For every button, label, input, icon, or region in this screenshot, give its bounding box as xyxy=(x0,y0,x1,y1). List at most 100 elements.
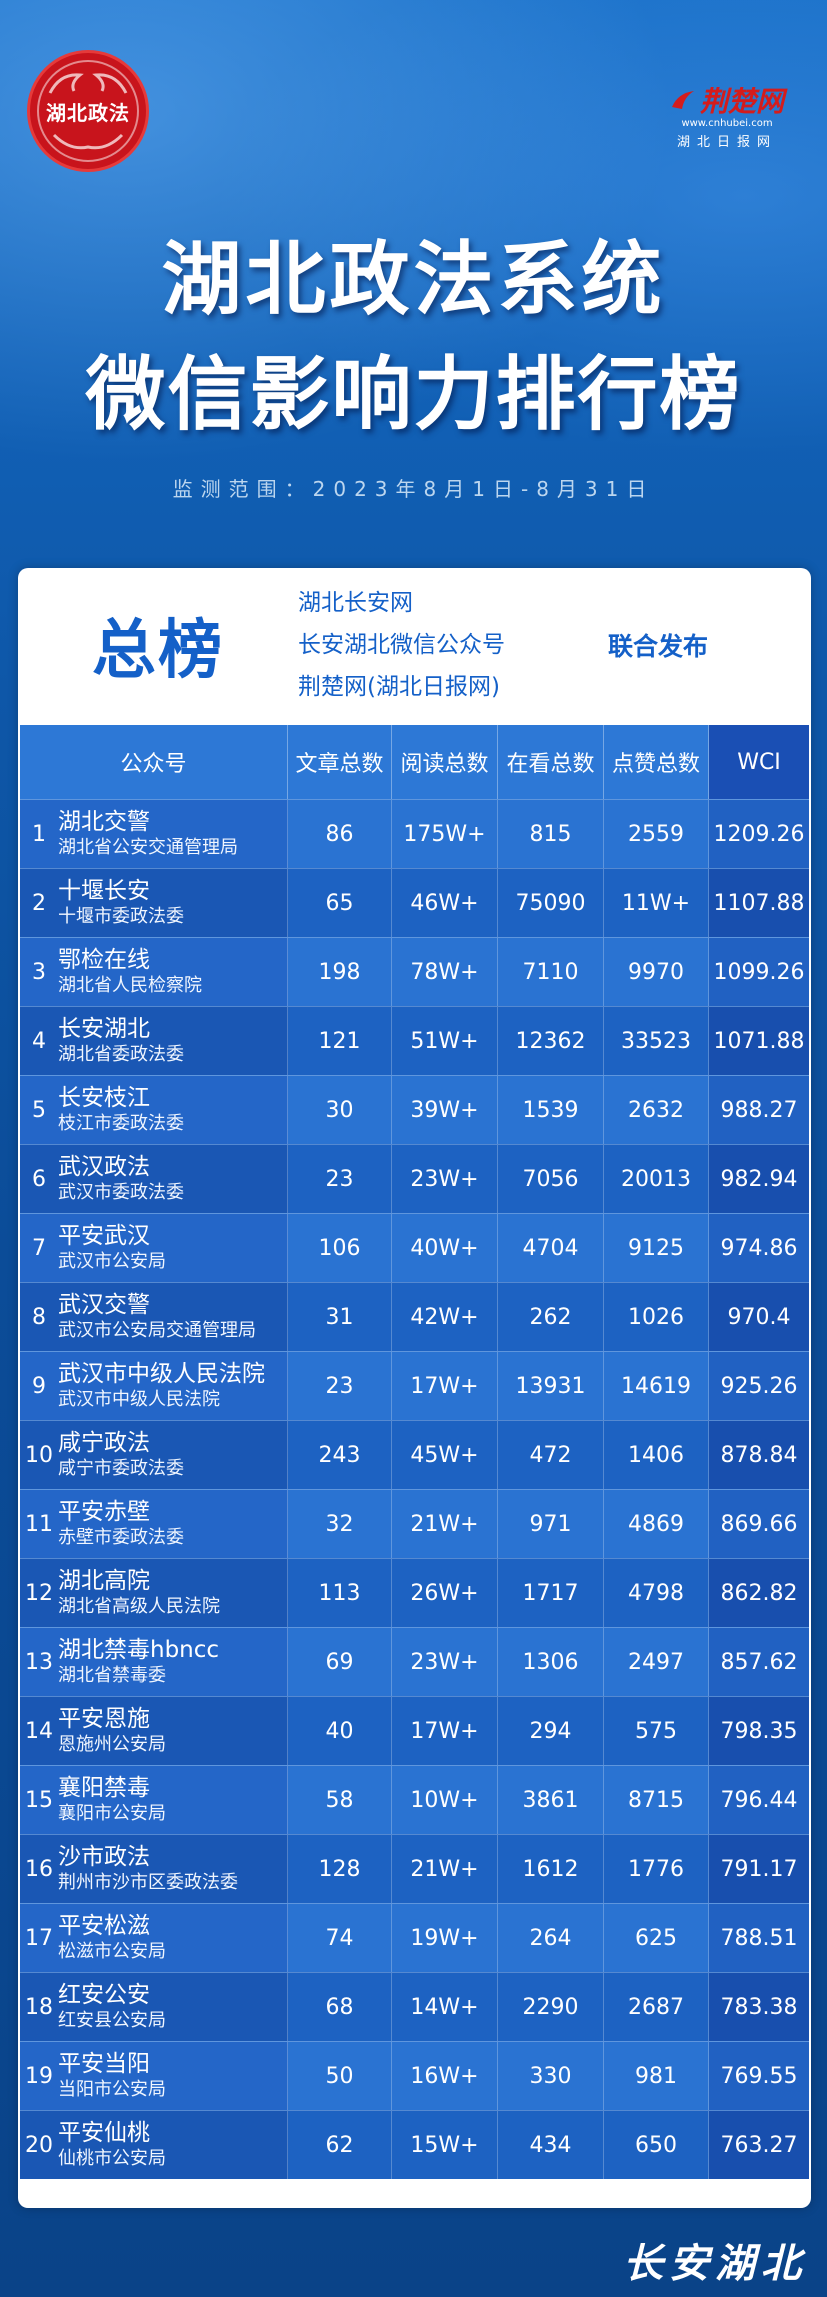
articles-cell: 69 xyxy=(288,1628,392,1696)
likes-cell: 1026 xyxy=(604,1283,709,1351)
looks-cell: 971 xyxy=(498,1490,604,1558)
articles-cell: 106 xyxy=(288,1214,392,1282)
rank-number: 13 xyxy=(25,1649,53,1675)
table-row: 20 平安仙桃 仙桃市公安局 62 15W+ 434 650 763.27 xyxy=(20,2110,809,2179)
hubei-politics-law-seal-logo: 湖北政法 xyxy=(27,50,149,172)
account-name: 平安武汉 xyxy=(58,1223,150,1249)
reads-cell: 175W+ xyxy=(392,800,498,868)
likes-cell: 981 xyxy=(604,2042,709,2110)
account-info: 平安当阳 当阳市公安局 xyxy=(58,2050,166,2102)
reads-cell: 42W+ xyxy=(392,1283,498,1351)
looks-cell: 1717 xyxy=(498,1559,604,1627)
account-name: 长安枝江 xyxy=(58,1085,150,1111)
looks-cell: 13931 xyxy=(498,1352,604,1420)
account-name: 武汉市中级人民法院 xyxy=(58,1361,265,1387)
rank-number: 11 xyxy=(25,1511,53,1537)
account-org: 湖北省禁毒委 xyxy=(58,1665,166,1686)
table-row: 15 襄阳禁毒 襄阳市公安局 58 10W+ 3861 8715 796.44 xyxy=(20,1765,809,1834)
overall-ranking-heading: 总榜 xyxy=(92,614,224,688)
account-cell: 10 咸宁政法 咸宁市委政法委 xyxy=(20,1421,288,1489)
account-name: 湖北高院 xyxy=(58,1568,150,1594)
account-name: 红安公安 xyxy=(58,1982,150,2008)
likes-cell: 14619 xyxy=(604,1352,709,1420)
account-name: 十堰长安 xyxy=(58,878,150,904)
rank-number: 9 xyxy=(32,1373,46,1399)
account-info: 长安湖北 湖北省委政法委 xyxy=(58,1015,184,1067)
articles-cell: 68 xyxy=(288,1973,392,2041)
wci-cell: 869.66 xyxy=(709,1490,809,1558)
articles-cell: 121 xyxy=(288,1007,392,1075)
account-org: 武汉市公安局交通管理局 xyxy=(58,1320,256,1341)
account-name: 平安松滋 xyxy=(58,1913,150,1939)
reads-cell: 45W+ xyxy=(392,1421,498,1489)
looks-cell: 1539 xyxy=(498,1076,604,1144)
page-title-line1: 湖北政法系统 xyxy=(161,233,666,326)
table-body: 1 湖北交警 湖北省公安交通管理局 86 175W+ 815 2559 1209.26 2 十堰长… xyxy=(20,799,809,2179)
likes-cell: 650 xyxy=(604,2111,709,2179)
account-cell: 8 武汉交警 武汉市公安局交通管理局 xyxy=(20,1283,288,1351)
articles-cell: 65 xyxy=(288,869,392,937)
account-info: 湖北高院 湖北省高级人民法院 xyxy=(58,1567,220,1619)
account-info: 平安赤壁 赤壁市委政法委 xyxy=(58,1498,184,1550)
account-info: 武汉市中级人民法院 武汉市中级人民法院 xyxy=(58,1360,265,1412)
publisher-list: 湖北长安网 长安湖北微信公众号 荆楚网(湖北日报网) xyxy=(298,582,598,708)
account-org: 荆州市沙市区委政法委 xyxy=(58,1872,238,1893)
account-name: 武汉交警 xyxy=(58,1292,150,1318)
header-account: 公众号 xyxy=(20,725,288,799)
reads-cell: 78W+ xyxy=(392,938,498,1006)
wci-cell: 974.86 xyxy=(709,1214,809,1282)
account-info: 武汉交警 武汉市公安局交通管理局 xyxy=(58,1291,256,1343)
account-org: 武汉市中级人民法院 xyxy=(58,1389,220,1410)
account-org: 十堰市委政法委 xyxy=(58,906,184,927)
table-row: 16 沙市政法 荆州市沙市区委政法委 128 21W+ 1612 1776 791.17 xyxy=(20,1834,809,1903)
seal-pattern-icon xyxy=(37,60,139,162)
looks-cell: 4704 xyxy=(498,1214,604,1282)
likes-cell: 625 xyxy=(604,1904,709,1972)
account-name: 襄阳禁毒 xyxy=(58,1775,150,1801)
ranking-table: 公众号 文章总数 阅读总数 在看总数 点赞总数 WCI 1 湖北交警 湖北省公安交通… xyxy=(20,725,809,2179)
account-info: 鄂检在线 湖北省人民检察院 xyxy=(58,946,202,998)
account-name: 平安恩施 xyxy=(58,1706,150,1732)
articles-cell: 30 xyxy=(288,1076,392,1144)
account-cell: 14 平安恩施 恩施州公安局 xyxy=(20,1697,288,1765)
table-header: 公众号 文章总数 阅读总数 在看总数 点赞总数 WCI xyxy=(20,725,809,799)
rank-number: 8 xyxy=(32,1304,46,1330)
table-row: 18 红安公安 红安县公安局 68 14W+ 2290 2687 783.38 xyxy=(20,1972,809,2041)
header-looks: 在看总数 xyxy=(498,725,604,799)
looks-cell: 434 xyxy=(498,2111,604,2179)
account-cell: 13 湖北禁毒hbncc 湖北省禁毒委 xyxy=(20,1628,288,1696)
articles-cell: 50 xyxy=(288,2042,392,2110)
rank-number: 12 xyxy=(25,1580,53,1606)
likes-cell: 1406 xyxy=(604,1421,709,1489)
rank-number: 1 xyxy=(32,821,46,847)
account-name: 沙市政法 xyxy=(58,1844,150,1870)
table-row: 6 武汉政法 武汉市委政法委 23 23W+ 7056 20013 982.94 xyxy=(20,1144,809,1213)
account-cell: 3 鄂检在线 湖北省人民检察院 xyxy=(20,938,288,1006)
account-cell: 18 红安公安 红安县公安局 xyxy=(20,1973,288,2041)
likes-cell: 2497 xyxy=(604,1628,709,1696)
wci-cell: 988.27 xyxy=(709,1076,809,1144)
likes-cell: 9125 xyxy=(604,1214,709,1282)
looks-cell: 262 xyxy=(498,1283,604,1351)
account-org: 咸宁市委政法委 xyxy=(58,1458,184,1479)
reads-cell: 39W+ xyxy=(392,1076,498,1144)
reads-cell: 23W+ xyxy=(392,1145,498,1213)
wci-cell: 798.35 xyxy=(709,1697,809,1765)
wci-cell: 878.84 xyxy=(709,1421,809,1489)
rank-number: 6 xyxy=(32,1166,46,1192)
reads-cell: 15W+ xyxy=(392,2111,498,2179)
wci-cell: 857.62 xyxy=(709,1628,809,1696)
account-info: 沙市政法 荆州市沙市区委政法委 xyxy=(58,1843,238,1895)
account-info: 平安武汉 武汉市公安局 xyxy=(58,1222,166,1274)
likes-cell: 2559 xyxy=(604,800,709,868)
reads-cell: 10W+ xyxy=(392,1766,498,1834)
account-cell: 20 平安仙桃 仙桃市公安局 xyxy=(20,2111,288,2179)
account-name: 鄂检在线 xyxy=(58,947,150,973)
wci-cell: 796.44 xyxy=(709,1766,809,1834)
articles-cell: 58 xyxy=(288,1766,392,1834)
monitoring-period: 监测范围：2023年8月1日-8月31日 xyxy=(172,477,655,501)
publisher-item: 荆楚网(湖北日报网) xyxy=(298,674,500,700)
rank-number: 19 xyxy=(25,2063,53,2089)
rank-number: 15 xyxy=(25,1787,53,1813)
wci-cell: 763.27 xyxy=(709,2111,809,2179)
